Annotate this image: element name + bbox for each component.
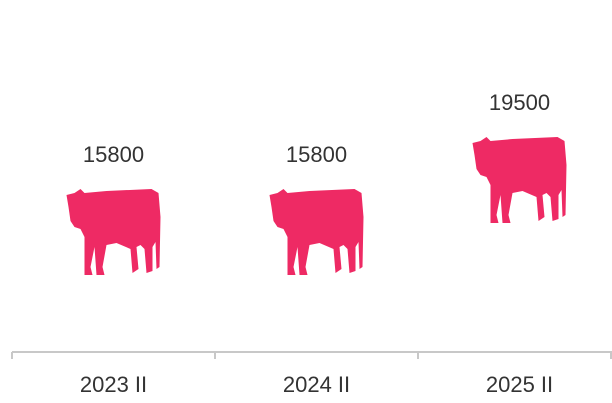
cow-icon: [472, 137, 567, 223]
x-tick-label: 2025 II: [486, 372, 553, 397]
value-label: 15800: [83, 142, 144, 167]
value-label: 19500: [489, 90, 550, 115]
x-tick-label: 2024 II: [283, 372, 350, 397]
cow-icon: [269, 189, 364, 275]
x-tick-label: 2023 II: [80, 372, 147, 397]
value-label: 15800: [286, 142, 347, 167]
cow-icon: [66, 189, 161, 275]
